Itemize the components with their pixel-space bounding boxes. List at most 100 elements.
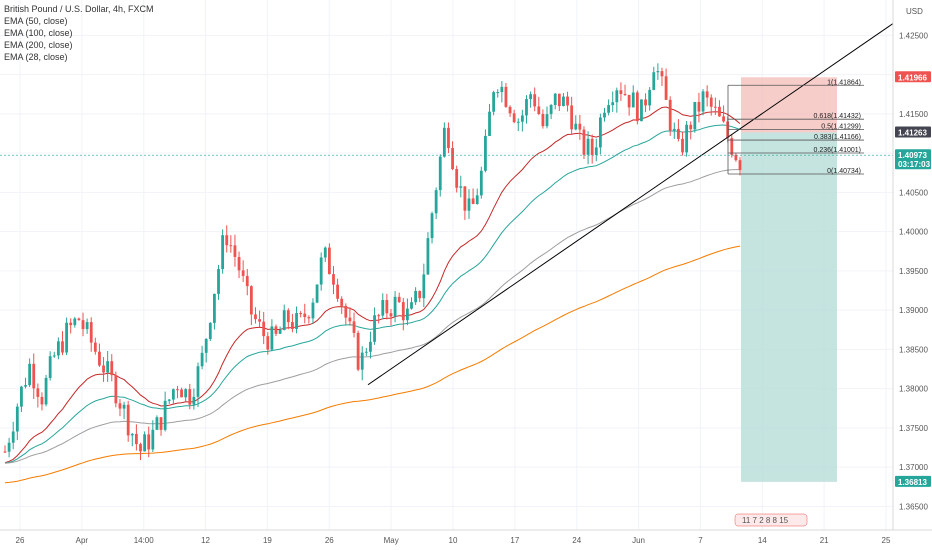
price-tick-label: 1.39500 — [899, 267, 928, 276]
time-tick-label: 21 — [820, 536, 829, 545]
candle-body — [102, 365, 105, 373]
candle-body — [73, 318, 77, 326]
candle-body — [221, 235, 225, 270]
candle-body — [385, 300, 389, 314]
events-badge: 11 7 2 8 8 15 — [734, 513, 808, 527]
price-tick-label: 1.36500 — [899, 502, 928, 511]
candle-body — [3, 451, 7, 453]
candle-body — [225, 235, 229, 246]
candle-body — [204, 338, 208, 353]
candle-body — [705, 91, 709, 98]
candle-body — [36, 388, 40, 397]
legend-ema-50: EMA (50, close) — [4, 16, 68, 26]
candle-body — [660, 71, 664, 77]
candle-body — [570, 105, 574, 130]
candle-body — [471, 198, 475, 204]
candle-body — [159, 417, 163, 430]
price-tag-label: 1.36813 — [898, 478, 927, 487]
candle-body — [106, 361, 110, 373]
candle-body — [631, 92, 635, 108]
candle-body — [270, 326, 274, 350]
candle-body — [607, 105, 611, 113]
candle-body — [574, 123, 578, 130]
candle-body — [237, 256, 241, 271]
fib-level-label: 0.5(1.41299) — [821, 124, 861, 131]
candle-body — [98, 351, 101, 366]
candle-body — [81, 320, 85, 330]
candle-body — [389, 313, 393, 317]
legend-ema-28: EMA (28, close) — [4, 52, 68, 62]
candle-body — [451, 148, 454, 170]
time-tick-label: 14 — [758, 536, 767, 545]
candle-body — [418, 291, 422, 299]
candle-body — [134, 433, 138, 445]
price-tick-label: 1.41500 — [899, 110, 928, 119]
candle-body — [327, 247, 331, 275]
candle-body — [184, 389, 188, 398]
candle-body — [709, 97, 713, 107]
price-tick-label: 1.40000 — [899, 228, 928, 237]
candle-body — [266, 336, 270, 350]
candle-body — [672, 128, 676, 131]
time-tick-label: 10 — [449, 536, 458, 545]
candles — [3, 63, 742, 461]
candle-body — [697, 101, 701, 112]
time-tick-label: 17 — [510, 536, 519, 545]
candle-body — [110, 361, 114, 376]
time-axis[interactable]: 26 Apr 14:00 12 19 26 May 10 17 24 Jun 7 14 21 25 — [16, 536, 891, 545]
candle-body — [426, 238, 430, 275]
time-tick-label: 19 — [263, 536, 272, 545]
candle-body — [360, 352, 364, 370]
price-tick-label: 1.38000 — [899, 385, 928, 394]
candle-body — [496, 92, 500, 94]
candle-body — [681, 138, 684, 153]
candle-body — [603, 112, 606, 118]
candle-body — [594, 147, 598, 155]
candle-body — [516, 121, 520, 123]
price-tag-label: 1.41263 — [898, 128, 927, 137]
candle-body — [586, 138, 590, 155]
candle-body — [635, 92, 639, 122]
time-tick-label: 26 — [16, 536, 25, 545]
candle-body — [492, 92, 496, 112]
candle-body — [652, 72, 656, 90]
time-tick-label: 7 — [698, 536, 703, 545]
candle-body — [455, 169, 459, 188]
candle-body — [303, 313, 307, 318]
candle-body — [249, 286, 253, 315]
candle-body — [611, 102, 615, 106]
candle-body — [348, 317, 352, 322]
candle-body — [130, 433, 134, 436]
candle-body — [299, 313, 303, 315]
candle-body — [254, 314, 257, 320]
candle-body — [562, 96, 565, 107]
price-tick-label: 1.38500 — [899, 345, 928, 354]
candle-body — [566, 96, 569, 106]
candle-body — [307, 317, 311, 319]
candle-body — [163, 400, 167, 430]
candle-body — [364, 351, 368, 353]
candle-body — [541, 113, 545, 127]
candle-body — [648, 89, 652, 106]
candle-body — [578, 123, 582, 130]
candle-body — [430, 213, 434, 239]
candle-body — [122, 404, 126, 409]
candle-body — [20, 386, 23, 407]
candle-body — [40, 396, 44, 405]
candle-body — [463, 186, 467, 211]
candle-body — [258, 319, 261, 322]
candle-body — [644, 99, 647, 106]
chart-legend: British Pound / U.S. Dollar, 4h, FXCM EM… — [4, 4, 154, 62]
candle-body — [582, 129, 586, 155]
ema-50-line — [4, 124, 741, 464]
candle-body — [738, 160, 742, 171]
candle-body — [381, 300, 385, 316]
candle-body — [89, 322, 93, 343]
candle-body — [11, 431, 15, 443]
candle-body — [640, 99, 643, 122]
candle-body — [213, 293, 216, 323]
time-tick-label: 25 — [882, 536, 891, 545]
candle-body — [701, 91, 705, 112]
candle-body — [28, 363, 32, 386]
